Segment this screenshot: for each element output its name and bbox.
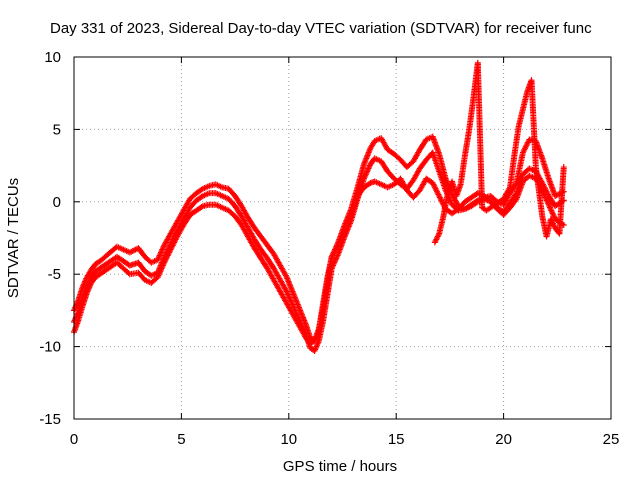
plot-frame (73, 56, 612, 420)
data-point (560, 221, 567, 228)
data-point (560, 164, 567, 171)
x-tick-label: 25 (603, 431, 620, 448)
x-tick-label: 15 (388, 431, 405, 448)
y-tick-label: -10 (39, 339, 61, 356)
y-tick-label: -15 (39, 411, 61, 428)
tick-labels: 0 5 10 15 20 25 -15 -10 -5 0 5 10 (39, 49, 619, 448)
y-tick-label: 10 (44, 49, 61, 66)
y-axis-label: SDTVAR / TECUs (5, 178, 22, 298)
y-tick-label: -5 (48, 266, 61, 283)
x-tick-label: 10 (280, 431, 297, 448)
axis-ticks (73, 56, 612, 420)
chart-title: Day 331 of 2023, Sidereal Day-to-day VTE… (50, 20, 592, 37)
x-tick-label: 0 (70, 431, 78, 448)
y-tick-label: 5 (53, 121, 61, 138)
data-points (71, 59, 567, 354)
x-tick-label: 5 (177, 431, 185, 448)
x-axis-label: GPS time / hours (283, 458, 397, 475)
data-point (198, 204, 205, 211)
data-point (366, 180, 373, 187)
series-spikes (431, 59, 567, 246)
y-tick-label: 0 (53, 194, 61, 211)
series-track-1 (71, 133, 567, 344)
grid-lines (74, 57, 611, 419)
x-tick-label: 20 (495, 431, 512, 448)
